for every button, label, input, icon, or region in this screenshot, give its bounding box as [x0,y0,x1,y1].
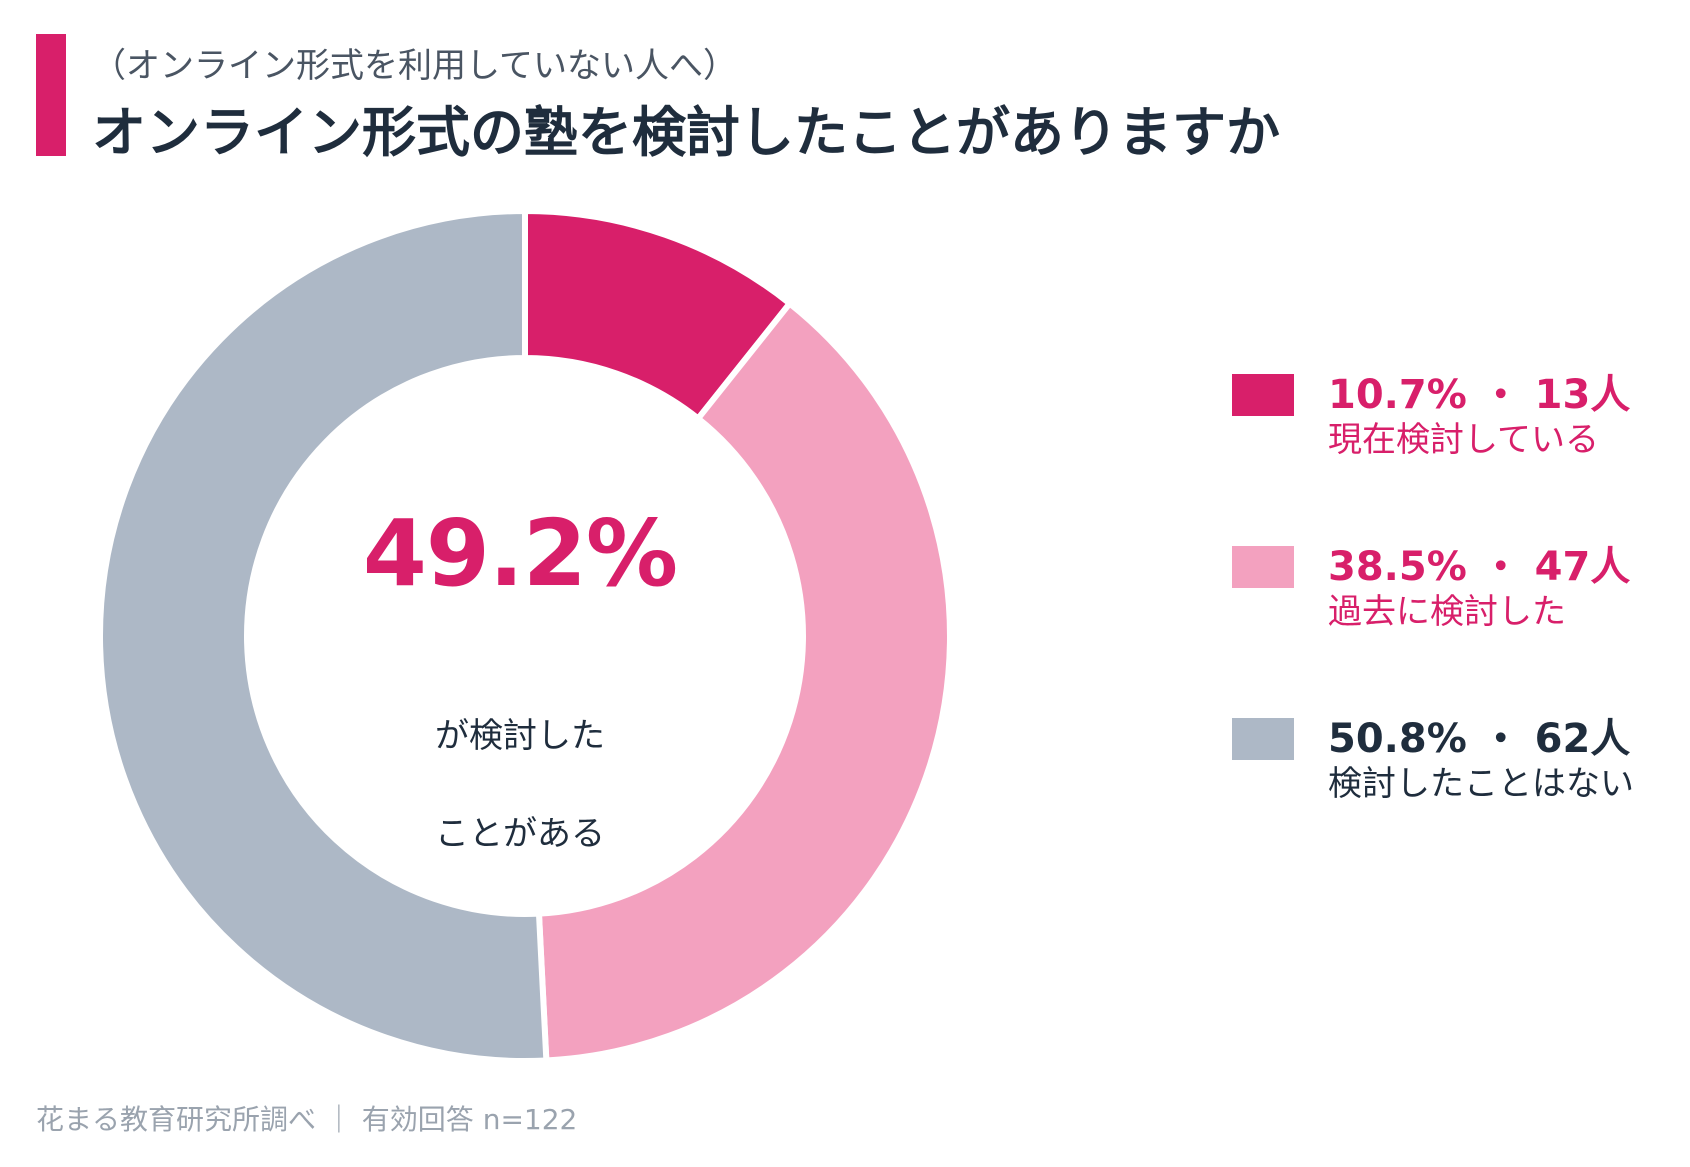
legend-swatch [1232,374,1294,416]
slice-past [535,299,953,1064]
legend-value-label: 38.5% ・ 47人 [1328,544,1631,590]
legend-category-label: 過去に検討した [1328,592,1566,632]
center-caption-line1: が検討した [435,716,605,756]
chart-subtitle: （オンライン形式を利用していない人へ） [92,46,737,86]
title-accent-bar [36,34,66,156]
legend-value-label: 50.8% ・ 62人 [1328,716,1631,762]
center-percent: 49.2% [362,500,678,607]
center-caption-line2: ことがある [435,814,605,854]
legend-swatch [1232,718,1294,760]
legend-category-label: 現在検討している [1328,420,1599,460]
legend-value-label: 10.7% ・ 13人 [1328,372,1631,418]
source-footer: 花まる教育研究所調べ ｜ 有効回答 n=122 [36,1103,578,1136]
legend-item-current: 10.7% ・ 13人 現在検討している [1232,362,1672,534]
slice-never [96,207,550,1064]
chart-title: オンライン形式の塾を検討したことがありますか [92,101,1280,164]
legend-item-past: 38.5% ・ 47人 過去に検討した [1232,534,1672,706]
legend-category-label: 検討したことはない [1328,764,1634,804]
legend: 10.7% ・ 13人 現在検討している 38.5% ・ 47人 過去に検討した… [1232,362,1672,878]
legend-item-never: 50.8% ・ 62人 検討したことはない [1232,706,1672,878]
legend-swatch [1232,546,1294,588]
